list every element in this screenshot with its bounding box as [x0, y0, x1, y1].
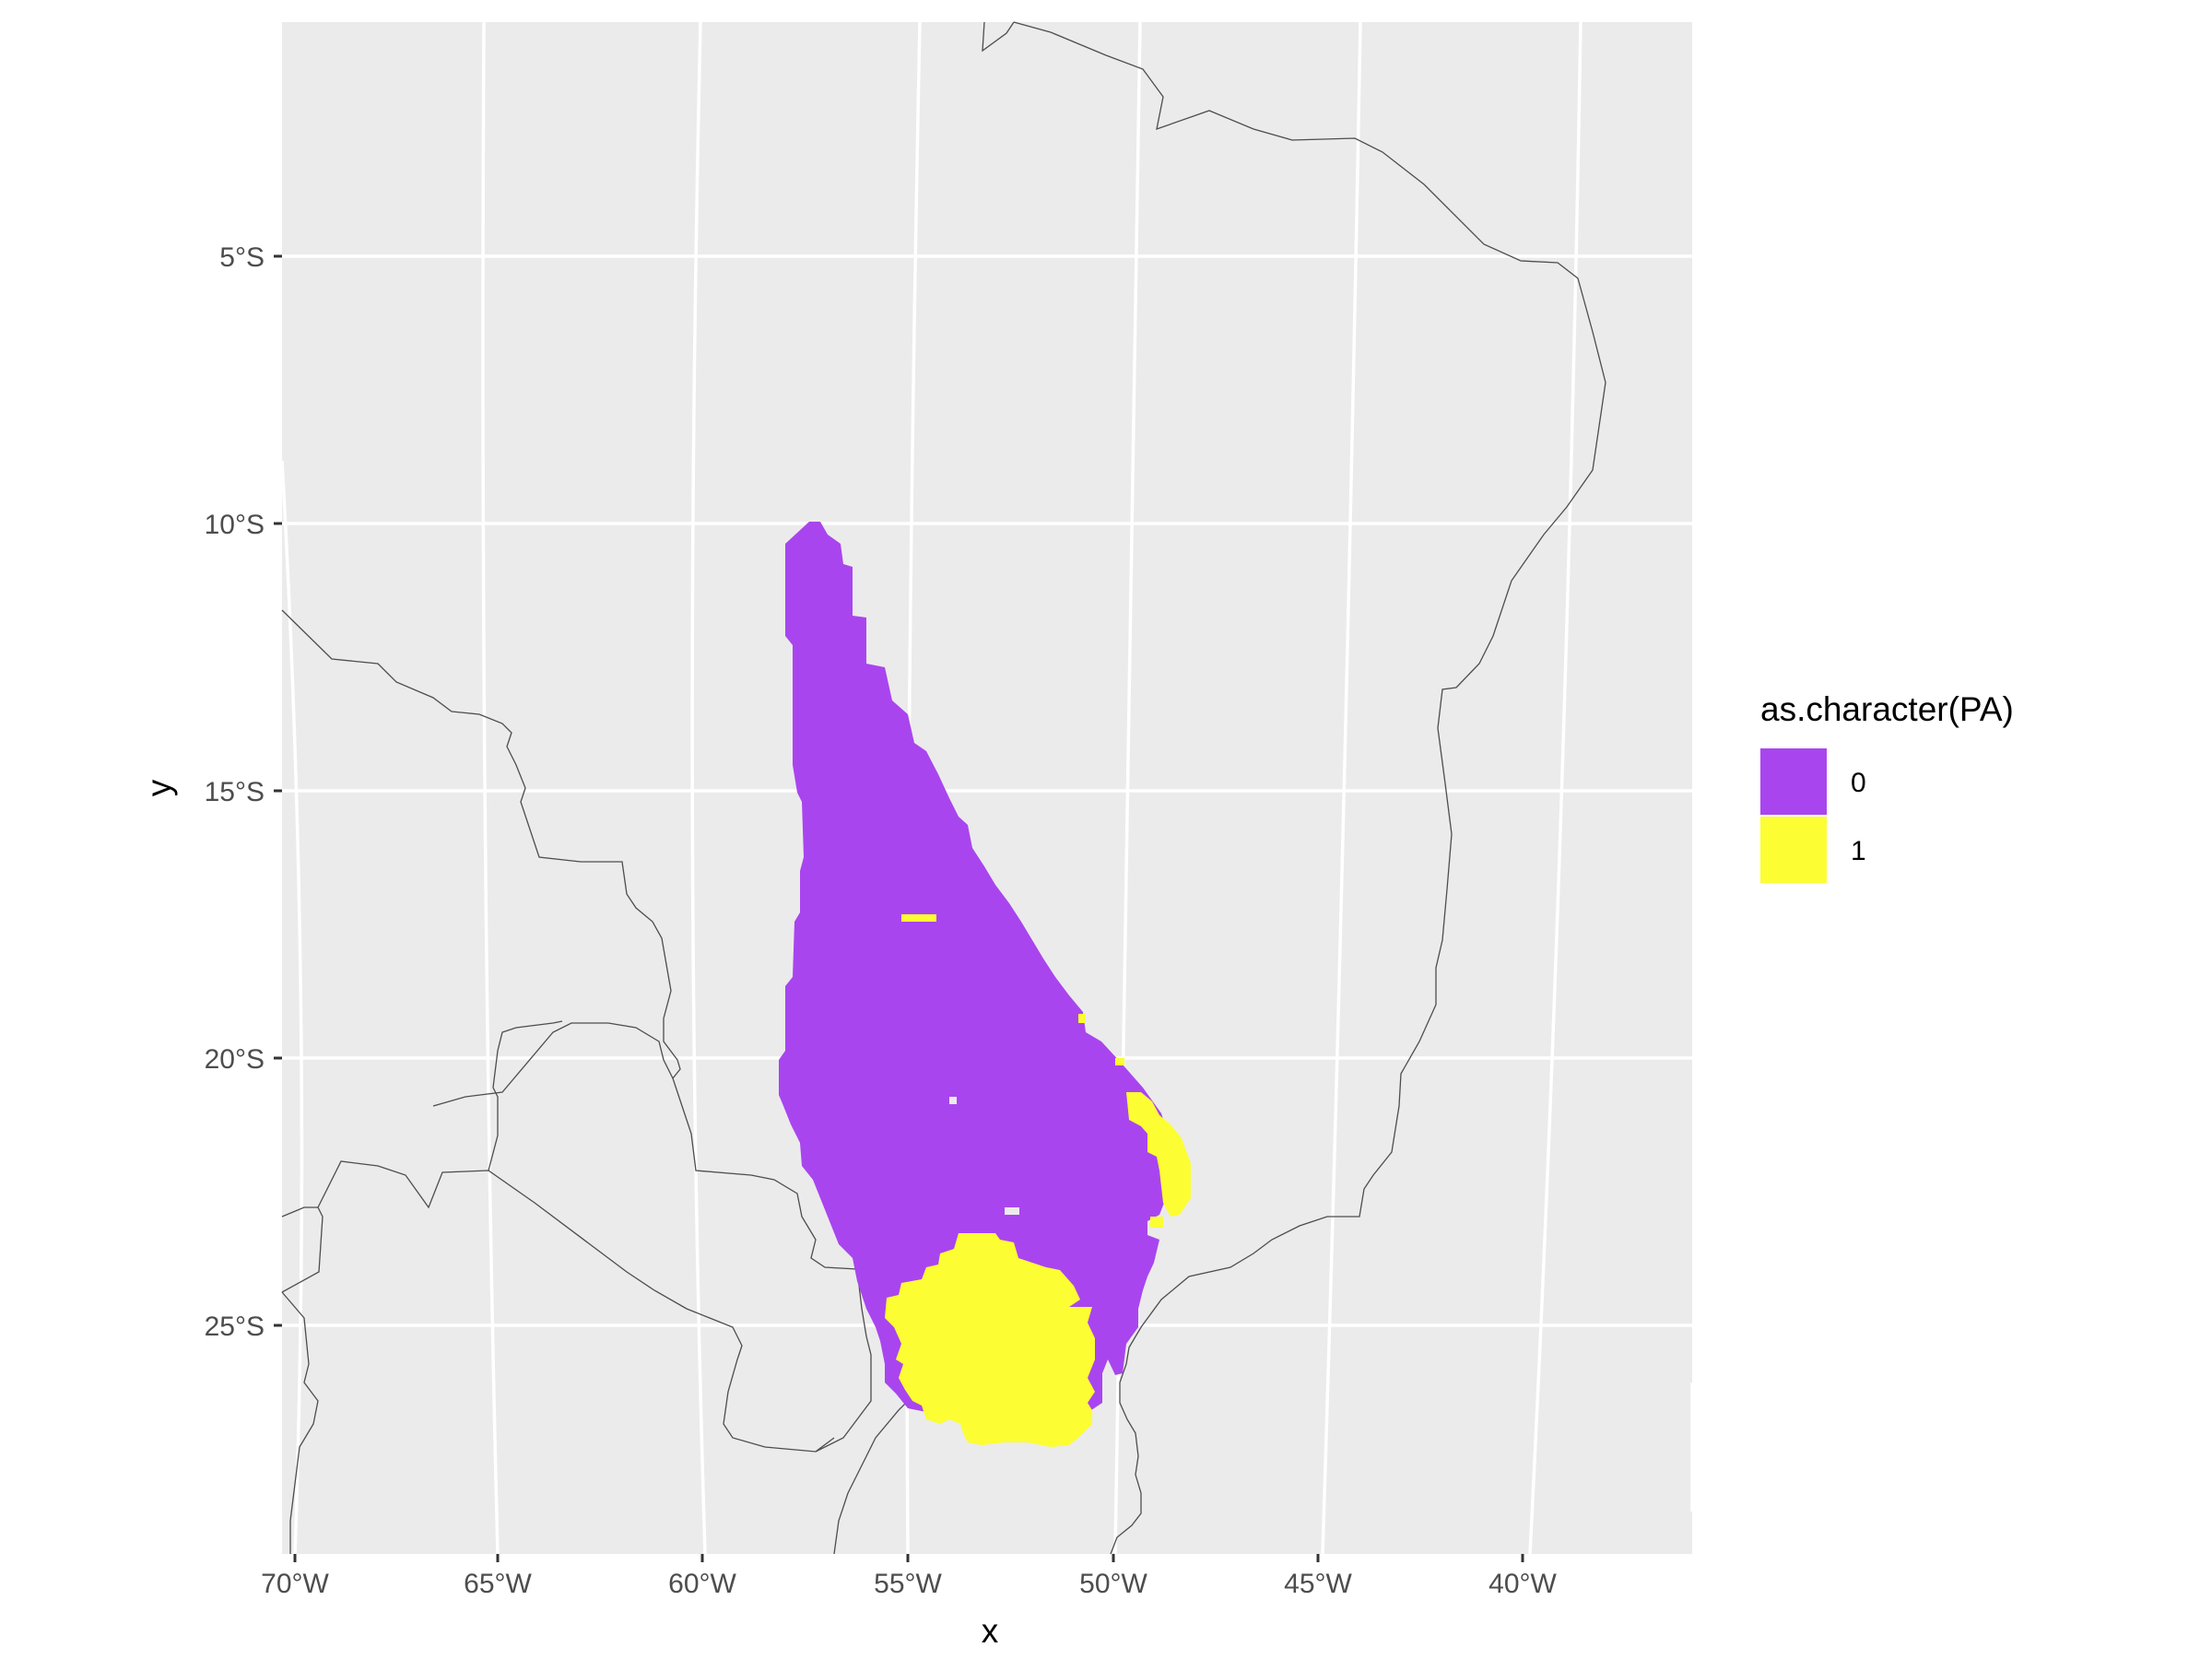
legend-key-1	[1760, 817, 1827, 883]
x-tick-label: 50°W	[1079, 1569, 1147, 1599]
y-axis-title: y	[140, 779, 178, 796]
pa-1-patch-b	[1078, 1014, 1086, 1023]
y-tick-label: 20°S	[205, 1044, 265, 1075]
pa-0-region	[779, 522, 1171, 1433]
pa-1-patch-a	[901, 914, 936, 922]
legend-label-1: 1	[1851, 836, 1866, 866]
x-tick-label: 70°W	[261, 1569, 329, 1599]
legend-label-0: 0	[1851, 768, 1866, 798]
x-tick-label: 55°W	[874, 1569, 942, 1599]
x-tick-label: 60°W	[668, 1569, 736, 1599]
x-axis-title: x	[982, 1612, 999, 1650]
y-tick-label: 10°S	[205, 510, 265, 540]
legend-title: as.character(PA)	[1760, 690, 2014, 728]
x-tick-label: 45°W	[1284, 1569, 1352, 1599]
legend-key-0	[1760, 748, 1827, 815]
pa-1-regions	[885, 914, 1191, 1447]
country-borders	[281, 21, 1606, 1555]
y-axis: 5°S 10°S 15°S 20°S 25°S y	[140, 242, 282, 1342]
legend: as.character(PA) 0 1	[1760, 690, 2014, 883]
pa-1-region-south	[885, 1233, 1095, 1447]
pa-1-region-east	[1126, 1092, 1191, 1217]
y-tick-label: 5°S	[219, 242, 265, 273]
raster-gaps	[949, 1097, 1019, 1215]
x-tick-label: 40°W	[1488, 1569, 1557, 1599]
pa-1-patch-d	[1150, 1217, 1163, 1228]
x-axis: 70°W 65°W 60°W 55°W 50°W 45°W 40°W x	[261, 1554, 1558, 1650]
x-tick-label: 65°W	[464, 1569, 532, 1599]
y-tick-label: 25°S	[205, 1312, 265, 1342]
y-tick-label: 15°S	[205, 777, 265, 807]
pa-1-patch-c	[1115, 1058, 1124, 1065]
